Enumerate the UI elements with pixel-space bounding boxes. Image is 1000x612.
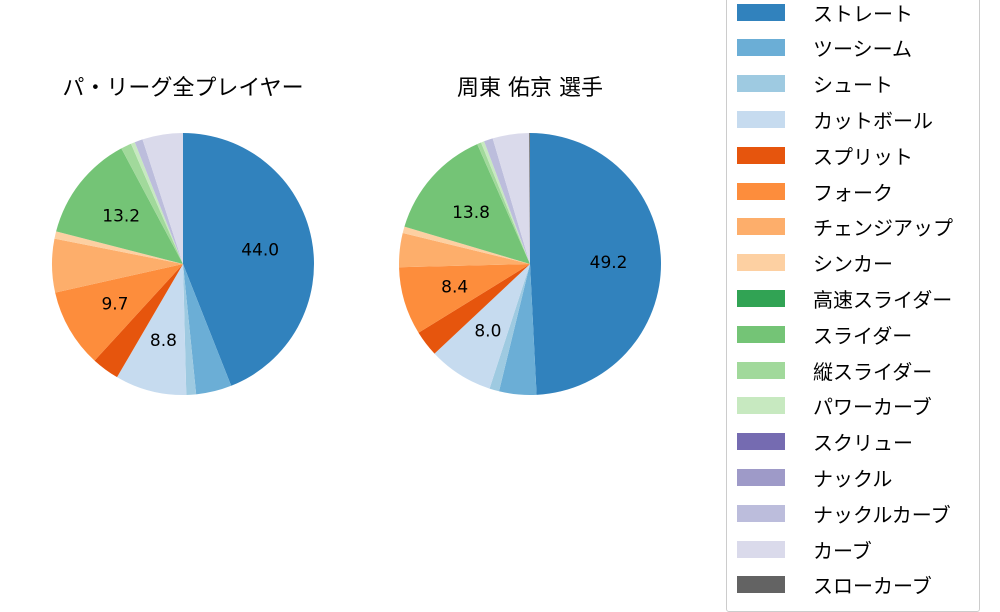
slice-value-label: 13.8 <box>452 203 490 223</box>
legend-swatch <box>737 504 785 522</box>
slice-value-label: 9.7 <box>101 294 128 314</box>
legend-item: パワーカーブ <box>737 394 932 420</box>
legend-item: チェンジアップ <box>737 215 953 241</box>
legend-item: フォーク <box>737 179 893 205</box>
pie-slice <box>134 139 183 264</box>
legend-swatch <box>737 39 785 57</box>
pie-slice <box>434 264 530 389</box>
slice-value-label: 8.8 <box>150 331 177 351</box>
legend-swatch <box>737 433 785 451</box>
legend-item: スクリュー <box>737 430 913 456</box>
pie-slice <box>142 133 183 264</box>
pie-slice <box>121 143 183 264</box>
slice-value-label: 13.2 <box>102 206 140 226</box>
pie-slice <box>399 233 530 268</box>
pie-slice <box>183 264 197 395</box>
legend-swatch <box>737 540 785 558</box>
pie-slice <box>399 264 530 333</box>
pie-slice <box>418 264 530 354</box>
legend-item: スローカーブ <box>737 573 932 599</box>
legend-label: 縦スライダー <box>813 359 933 384</box>
legend-item: ストレート <box>737 0 913 26</box>
pie-slice <box>130 142 183 264</box>
pie-slice <box>477 142 530 264</box>
legend-label: カーブ <box>813 538 872 563</box>
pie-player: 49.2 8.0 8.4 13.8 <box>399 133 661 395</box>
pie-slice <box>183 264 232 395</box>
legend-item: カーブ <box>737 537 872 563</box>
legend-swatch <box>737 468 785 486</box>
legend-item: スライダー <box>737 322 913 348</box>
legend-label: パワーカーブ <box>813 395 932 420</box>
legend-item: カットボール <box>737 107 933 133</box>
pie-slice <box>94 264 183 378</box>
legend-label: チェンジアップ <box>813 216 953 241</box>
legend-label: カットボール <box>813 108 933 133</box>
pie-slice <box>55 264 183 361</box>
legend-swatch <box>737 110 785 128</box>
legend-label: フォーク <box>813 180 893 205</box>
pie-slice <box>183 133 314 386</box>
legend-label: スライダー <box>813 323 913 348</box>
legend-item: 縦スライダー <box>737 358 933 384</box>
chart-title-right: 周東 佑京 選手 <box>457 76 603 101</box>
pie-slice <box>117 264 187 395</box>
slice-value-label: 8.4 <box>441 277 468 297</box>
pie-slice <box>529 133 530 264</box>
legend-swatch <box>737 182 785 200</box>
legend-label: シンカー <box>813 252 893 277</box>
slice-value-label: 49.2 <box>590 253 628 273</box>
legend-item: ナックル <box>737 465 893 491</box>
legend-swatch <box>737 254 785 272</box>
legend-swatch <box>737 3 785 21</box>
legend-swatch <box>737 576 785 594</box>
legend-item: スプリット <box>737 143 913 169</box>
legend: ストレートツーシームシュートカットボール スプリットフォークチェンジアップ シンカー… <box>726 0 980 612</box>
pie-slice <box>481 141 530 264</box>
legend-swatch <box>737 325 785 343</box>
legend-label: スローカーブ <box>813 574 932 599</box>
legend-swatch <box>737 218 785 236</box>
legend-label: ストレート <box>813 1 913 26</box>
pie-slice <box>56 148 184 264</box>
pie-slice <box>404 144 530 264</box>
pie-slice <box>499 264 537 395</box>
pie-slice <box>484 138 530 264</box>
legend-item: ナックルカーブ <box>737 501 951 527</box>
legend-swatch <box>737 289 785 307</box>
legend-item: 高速スライダー <box>737 286 953 312</box>
legend-item: ツーシーム <box>737 36 912 62</box>
legend-item: シュート <box>737 72 893 98</box>
legend-swatch <box>737 75 785 93</box>
pie-league-all: 44.0 8.8 9.7 13.2 <box>52 133 314 395</box>
legend-label: シュート <box>813 73 893 98</box>
legend-label: ナックルカーブ <box>813 502 951 527</box>
pie-slice <box>52 238 184 293</box>
legend-swatch <box>737 146 785 164</box>
pie-charts: 44.0 8.8 9.7 13.2 49.2 8.0 8.4 13.8 <box>52 133 661 395</box>
pie-slice <box>530 133 661 395</box>
pie-slice <box>402 226 530 264</box>
pie-slice <box>492 133 530 264</box>
legend-label: ツーシーム <box>813 37 912 62</box>
legend-label: スクリュー <box>813 431 913 456</box>
legend-swatch <box>737 397 785 415</box>
chart-title-left: パ・リーグ全プレイヤー <box>62 76 304 101</box>
pie-slice <box>489 264 530 392</box>
legend-label: ナックル <box>813 466 893 491</box>
slice-value-label: 8.0 <box>474 321 501 341</box>
legend-label: スプリット <box>813 144 913 169</box>
slice-value-label: 44.0 <box>241 240 279 260</box>
legend-swatch <box>737 361 785 379</box>
legend-label: 高速スライダー <box>813 287 953 312</box>
pie-slice <box>54 231 183 264</box>
legend-item: シンカー <box>737 251 893 277</box>
